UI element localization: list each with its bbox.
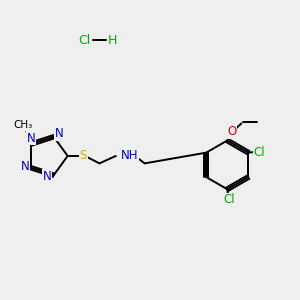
Text: Cl: Cl bbox=[79, 34, 91, 46]
Text: NH: NH bbox=[120, 149, 138, 162]
Text: N: N bbox=[55, 127, 63, 140]
Text: O: O bbox=[227, 125, 236, 138]
Text: CH₃: CH₃ bbox=[14, 120, 33, 130]
Text: Cl: Cl bbox=[224, 194, 235, 206]
Text: N: N bbox=[43, 170, 52, 183]
Text: Cl: Cl bbox=[253, 146, 265, 159]
Text: H: H bbox=[108, 34, 118, 46]
Text: N: N bbox=[27, 132, 35, 145]
Text: N: N bbox=[21, 160, 29, 173]
Text: S: S bbox=[80, 149, 87, 162]
